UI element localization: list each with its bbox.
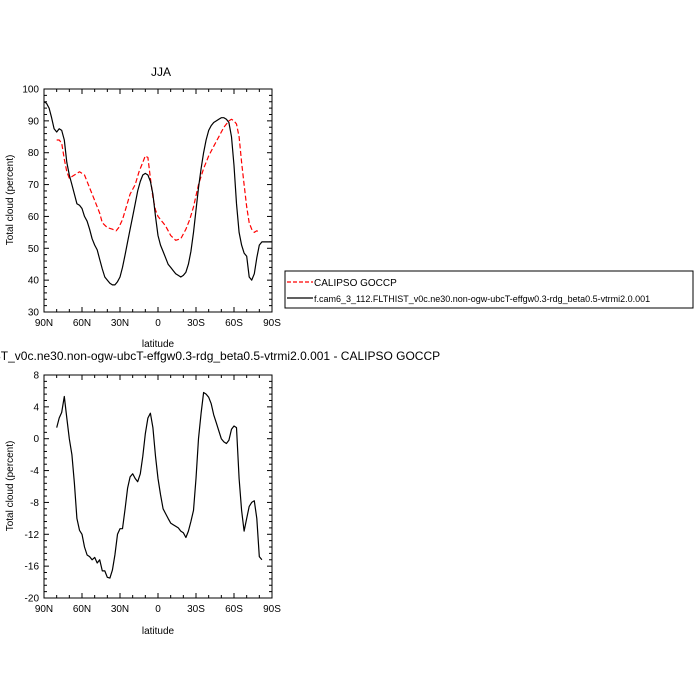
x-tick-label: 90S: [263, 604, 281, 615]
y-tick-label: -4: [30, 466, 39, 477]
y-tick-label: -16: [25, 562, 40, 573]
bottom-series-lines: [56, 391, 263, 579]
bottom-ticks: 90N 60N 30N 0 30S 60S 90S -20 -16 -12 -8 -4 0 4 8: [25, 371, 282, 616]
y-tick-label: 90: [28, 116, 40, 127]
y-tick-label: 30: [28, 308, 40, 319]
x-tick-label: 90N: [35, 604, 53, 615]
top-plot-frame: [43, 88, 273, 313]
top-chart-title: JJA: [151, 65, 171, 79]
y-tick-label: -12: [25, 530, 40, 541]
x-tick-label: 60S: [225, 604, 243, 615]
x-tick-label: 60N: [73, 318, 91, 329]
bottom-panel: f.cam6_3_112.FLTHIST_v0c.ne30.non-ogw-ub…: [0, 349, 440, 637]
bottom-x-axis-label: latitude: [142, 626, 175, 637]
bottom-y-axis-label: Total cloud (percent): [5, 441, 16, 532]
x-tick-label: 60S: [225, 318, 243, 329]
x-tick-label: 30N: [111, 604, 129, 615]
top-ticks: 90N 60N 30N 0 30S 60S 90S 30 40 50 60 70 80 90 100: [22, 85, 281, 330]
x-tick-label: 30S: [187, 604, 205, 615]
y-tick-label: 40: [28, 276, 40, 287]
y-tick-label: 0: [33, 434, 39, 445]
top-x-axis-label: latitude: [142, 339, 175, 350]
top-series-lines: [43, 101, 272, 286]
x-tick-label: 60N: [73, 604, 91, 615]
y-tick-label: 4: [33, 402, 39, 413]
x-tick-label: 30N: [111, 318, 129, 329]
y-tick-label: 8: [33, 371, 39, 382]
x-tick-label: 0: [155, 604, 161, 615]
y-tick-label: 80: [28, 148, 40, 159]
legend-label-model: f.cam6_3_112.FLTHIST_v0c.ne30.non-ogw-ub…: [314, 294, 650, 304]
series-line-0-0: [56, 118, 260, 241]
y-tick-label: 100: [22, 85, 39, 96]
x-tick-label: 0: [155, 318, 161, 329]
legend-label-calipso: CALIPSO GOCCP: [314, 278, 397, 289]
y-tick-label: 60: [28, 212, 40, 223]
series-line-0-1: [43, 101, 272, 286]
y-tick-label: -8: [30, 498, 39, 509]
legend-box: [284, 270, 694, 309]
y-tick-label: 50: [28, 244, 40, 255]
top-panel: JJA 90N 60N 30N 0 30S 60S 90S 30 40 50 60 70 80 90 100…: [5, 65, 281, 350]
x-tick-label: 90S: [263, 318, 281, 329]
bottom-chart-title: f.cam6_3_112.FLTHIST_v0c.ne30.non-ogw-ub…: [0, 349, 440, 363]
x-tick-label: 90N: [35, 318, 53, 329]
x-tick-label: 30S: [187, 318, 205, 329]
bottom-plot-frame: [43, 374, 273, 599]
y-tick-label: -20: [25, 594, 40, 605]
series-line-1-0: [56, 391, 263, 579]
legend: CALIPSO GOCCP f.cam6_3_112.FLTHIST_v0c.n…: [284, 270, 694, 309]
top-y-axis-label: Total cloud (percent): [5, 155, 16, 246]
y-tick-label: 70: [28, 180, 40, 191]
